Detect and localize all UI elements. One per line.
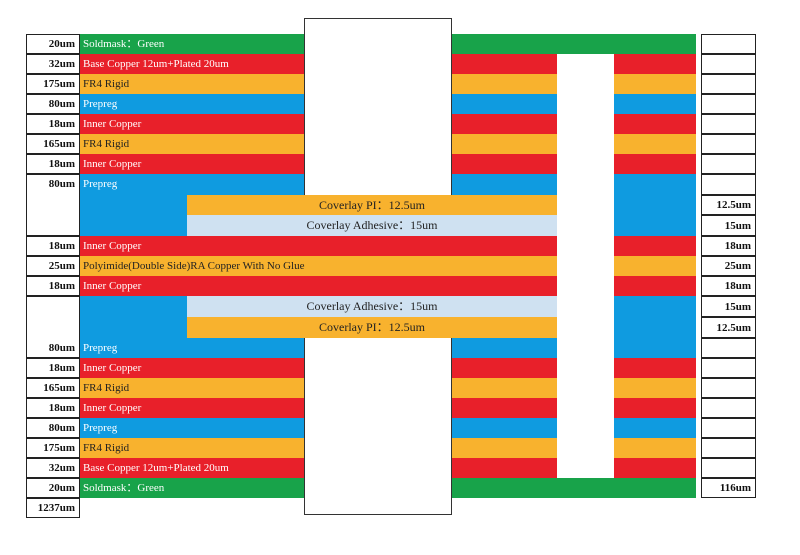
coverlay-pi-bottom-span [187, 317, 557, 338]
coverlay-adhesive-bottom-span [187, 296, 557, 317]
layer-label: Base Copper 12um+Plated 20um [83, 58, 229, 70]
thickness-cell-right: 15um [701, 215, 756, 236]
coverlay-pi-bottom-label: Coverlay PI：12.5um [319, 320, 425, 334]
empty-cell-right [701, 54, 756, 74]
thickness-cell-left: 175um [26, 74, 80, 94]
thickness-cell-left: 80um [26, 418, 80, 438]
total-thickness-cell: 1237um [26, 498, 80, 518]
thickness-cell-left: 165um [26, 134, 80, 154]
layer-label: Inner Copper [83, 280, 142, 292]
empty-cell-right [701, 34, 756, 54]
layer-label: Base Copper 12um+Plated 20um [83, 462, 229, 474]
layer-label: FR4 Rigid [83, 382, 130, 394]
thickness-cell-right: 18um [701, 236, 756, 256]
thickness-cell-left: 175um [26, 438, 80, 458]
thickness-cell-right: 25um [701, 256, 756, 276]
empty-cell-right [701, 358, 756, 378]
coverlay-adhesive-bottom-label: Coverlay Adhesive：15um [306, 299, 438, 313]
empty-cell-right [701, 134, 756, 154]
empty-cell-right [701, 94, 756, 114]
slot-window [557, 54, 614, 478]
layer-label: Soldmask：Green [83, 38, 165, 50]
empty-cell-right [701, 114, 756, 134]
empty-cell-right [701, 398, 756, 418]
layer-label: FR4 Rigid [83, 78, 130, 90]
thickness-cell-left: 18um [26, 358, 80, 378]
empty-cell-right [701, 418, 756, 438]
layer-label: FR4 Rigid [83, 138, 130, 150]
thickness-cell-left: 32um [26, 458, 80, 478]
layer-bar-copper [80, 276, 696, 296]
layer-label: Prepreg [83, 422, 118, 434]
thickness-cell-right: 12.5um [701, 317, 756, 338]
thickness-cell-left: 18um [26, 114, 80, 134]
layer-label: Inner Copper [83, 240, 142, 252]
layer-label: Inner Copper [83, 118, 142, 130]
empty-cell-right [701, 154, 756, 174]
thickness-cell-left: 25um [26, 256, 80, 276]
thickness-cell-right: 18um [701, 276, 756, 296]
layer-label: Inner Copper [83, 158, 142, 170]
thickness-cell-right: 12.5um [701, 195, 756, 215]
thickness-cell-left: 80um [26, 94, 80, 114]
empty-cell-right [701, 458, 756, 478]
thickness-cell-left: 18um [26, 154, 80, 174]
coverlay-adhesive-top-label: Coverlay Adhesive：15um [306, 218, 438, 232]
thickness-cell-left: 20um [26, 34, 80, 54]
empty-cell-right [701, 74, 756, 94]
thickness-cell-right: 15um [701, 296, 756, 317]
layer-bar-copper [80, 236, 696, 256]
layer-label: FR4 Rigid [83, 442, 130, 454]
layer-label: Polyimide(Double Side)RA Copper With No … [83, 260, 305, 272]
thickness-cell-left: 18um [26, 276, 80, 296]
layer-label: Prepreg [83, 342, 118, 354]
thickness-cell-right: 116um [701, 478, 756, 498]
thickness-cell-left: 80um [26, 296, 80, 358]
coverlay-adhesive-top-span [187, 215, 557, 236]
layer-bar-fr4 [80, 256, 696, 276]
layer-label: Soldmask：Green [83, 482, 165, 494]
thickness-cell-left: 18um [26, 236, 80, 256]
thickness-cell-left: 80um [26, 174, 80, 236]
layer-label: Prepreg [83, 178, 118, 190]
thickness-cell-left: 32um [26, 54, 80, 74]
empty-cell-right [701, 174, 756, 195]
thickness-cell-left: 20um [26, 478, 80, 498]
empty-cell-right [701, 378, 756, 398]
layer-label: Prepreg [83, 98, 118, 110]
coverlay-pi-top-span [187, 195, 557, 215]
layer-label: Inner Copper [83, 402, 142, 414]
thickness-cell-left: 165um [26, 378, 80, 398]
coverlay-pi-top-label: Coverlay PI：12.5um [319, 198, 425, 212]
empty-cell-right [701, 438, 756, 458]
layer-label: Inner Copper [83, 362, 142, 374]
thickness-cell-left: 18um [26, 398, 80, 418]
empty-cell-right [701, 338, 756, 358]
